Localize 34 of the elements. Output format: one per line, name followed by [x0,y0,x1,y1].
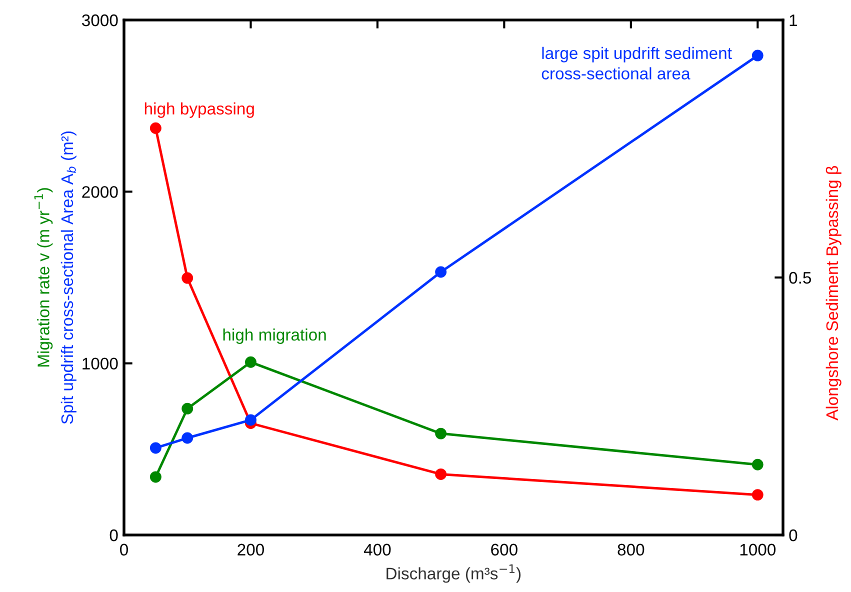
y-tick-label: 1000 [82,358,118,370]
annotation: large spit updrift sediment cross-sectional area [542,46,732,80]
annotation: high migration [223,328,326,344]
point [182,432,194,444]
point [435,468,447,480]
x-tick-label: 200 [238,544,264,556]
x-tick-label: 0 [120,544,128,556]
point [150,122,162,134]
point [245,414,256,426]
x-axis-title: Discharge (m³s$^{−1}$) [386,564,521,583]
point [752,458,764,470]
point [182,402,194,414]
x-tick-label: 1000 [740,544,776,556]
y-tick-label: 3000 [82,14,118,26]
point [150,442,162,454]
text: Alongshore Sediment Bypassing β [826,166,842,420]
y2-tick-label: 0 [789,529,798,542]
point [752,50,764,62]
point [435,266,447,278]
point [435,428,447,440]
y-tick-label: 2000 [82,186,118,198]
x-tick-label: 400 [364,544,391,556]
point [752,489,764,501]
y-tick-label: 0 [110,529,118,542]
y2-tick-label: 0.5 [789,272,812,284]
text: Spit updrift cross-sectional Area A$_{b}$ (m²) [60,131,76,424]
point [150,471,162,483]
y2-tick-label: 1 [790,14,798,26]
text: Migration rate v (m yr$^{−1}$) [34,188,53,367]
annotation: high bypassing [144,102,254,118]
point [245,356,256,368]
x-tick-label: 600 [491,544,518,556]
point [182,272,194,284]
x-tick-label: 800 [618,544,644,556]
